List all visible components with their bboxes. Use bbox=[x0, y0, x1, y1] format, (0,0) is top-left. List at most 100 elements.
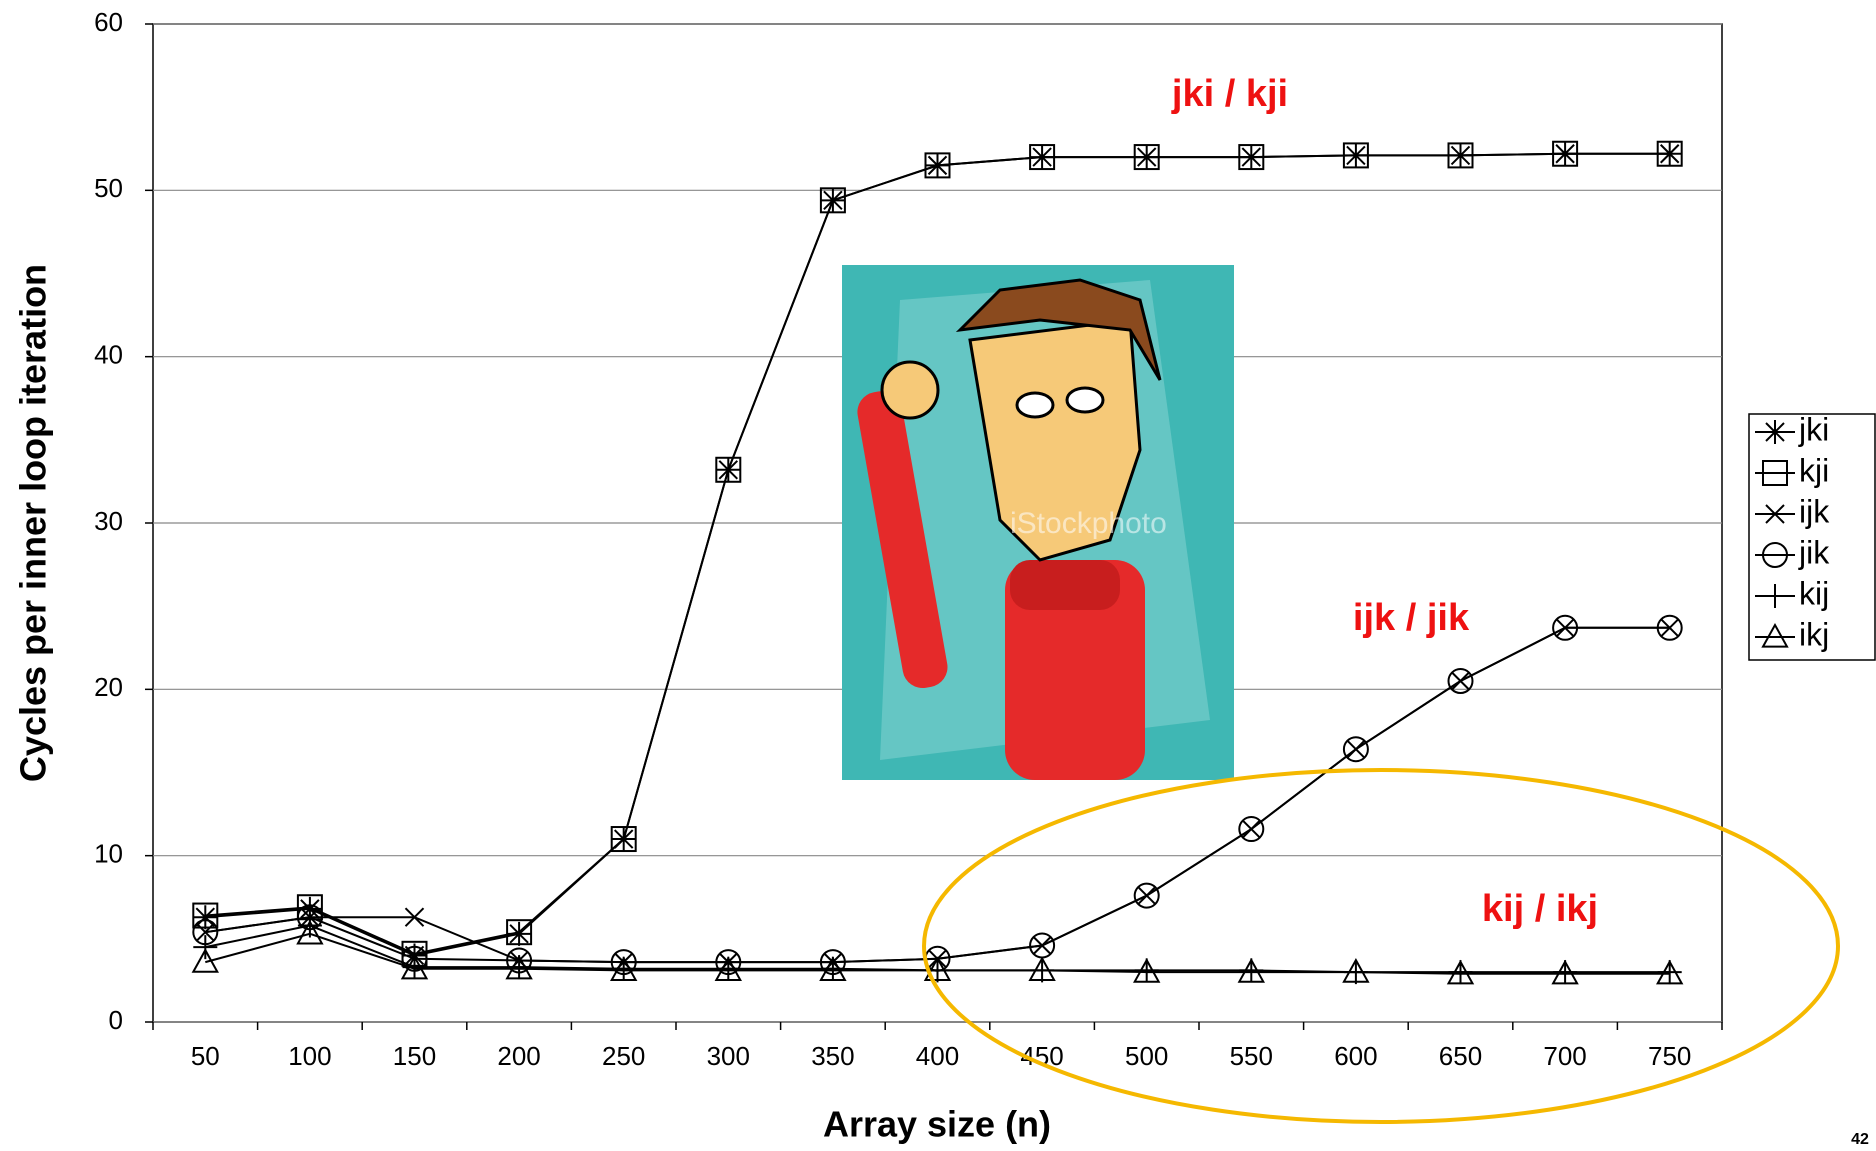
marker bbox=[297, 896, 322, 921]
marker bbox=[1133, 958, 1161, 983]
x-tick-label: 600 bbox=[1334, 1041, 1377, 1071]
marker bbox=[611, 956, 636, 981]
marker bbox=[1551, 959, 1579, 985]
x-tick-label: 200 bbox=[497, 1041, 540, 1071]
x-tick-label: 150 bbox=[393, 1041, 436, 1071]
marker bbox=[1659, 618, 1680, 638]
highlight-ellipse bbox=[922, 768, 1840, 1124]
x-tick-label: 750 bbox=[1648, 1041, 1691, 1071]
marker bbox=[506, 919, 533, 946]
y-tick-label: 50 bbox=[94, 173, 123, 203]
marker bbox=[714, 956, 742, 982]
marker bbox=[505, 954, 533, 980]
marker bbox=[191, 948, 219, 973]
legend-entries: jki kji ijk jik kij ikj bbox=[1755, 411, 1830, 652]
x-tick-label: 500 bbox=[1125, 1041, 1168, 1071]
marker bbox=[297, 913, 322, 938]
marker bbox=[404, 907, 425, 927]
marker bbox=[1447, 142, 1474, 169]
marker bbox=[1342, 736, 1369, 763]
marker bbox=[819, 187, 846, 214]
marker bbox=[1763, 584, 1787, 608]
marker bbox=[1553, 141, 1578, 166]
marker bbox=[1553, 960, 1578, 985]
y-tick-label: 0 bbox=[109, 1005, 123, 1035]
cartoon-eye bbox=[1015, 391, 1055, 419]
x-tick-label: 300 bbox=[707, 1041, 750, 1071]
marker bbox=[1343, 143, 1368, 168]
x-tick-label: 550 bbox=[1230, 1041, 1273, 1071]
marker bbox=[610, 956, 638, 982]
marker bbox=[1762, 542, 1788, 568]
annotation: kij / ikj bbox=[1482, 888, 1598, 930]
marker bbox=[192, 902, 219, 929]
marker bbox=[610, 826, 637, 853]
marker bbox=[1446, 959, 1475, 985]
marker bbox=[1028, 956, 1056, 982]
marker bbox=[507, 955, 532, 980]
marker bbox=[820, 188, 845, 213]
marker bbox=[1765, 504, 1785, 524]
y-tick-label: 30 bbox=[94, 506, 123, 536]
marker bbox=[1136, 885, 1157, 906]
marker bbox=[715, 456, 742, 483]
marker bbox=[1133, 882, 1160, 909]
cartoon-hair bbox=[955, 278, 1162, 381]
marker bbox=[1656, 614, 1683, 641]
marker bbox=[1239, 958, 1264, 983]
legend-label: jki bbox=[1798, 411, 1829, 447]
x-axis-title: Array size (n) bbox=[823, 1104, 1051, 1145]
cartoon: iStockphoto bbox=[842, 265, 1234, 780]
legend-label: kji bbox=[1799, 452, 1829, 488]
y-tick-label: 10 bbox=[94, 839, 123, 869]
x-tick-label: 700 bbox=[1543, 1041, 1586, 1071]
marker bbox=[924, 152, 951, 179]
marker bbox=[1134, 958, 1159, 983]
x-tick-label: 650 bbox=[1439, 1041, 1482, 1071]
marker bbox=[925, 153, 950, 178]
marker bbox=[1763, 420, 1787, 444]
y-tick-label: 40 bbox=[94, 340, 123, 370]
watermark: iStockphoto bbox=[1010, 507, 1167, 540]
legend-label: jik bbox=[1798, 534, 1830, 570]
marker bbox=[402, 955, 427, 980]
marker bbox=[193, 905, 218, 930]
legend bbox=[1748, 413, 1876, 661]
marker bbox=[1448, 143, 1473, 168]
cartoon-arm bbox=[857, 391, 948, 689]
marker bbox=[1657, 141, 1682, 166]
marker bbox=[1134, 145, 1159, 170]
marker bbox=[819, 956, 847, 982]
y-tick-label: 20 bbox=[94, 672, 123, 702]
marker bbox=[1342, 958, 1370, 983]
marker bbox=[923, 956, 952, 982]
marker bbox=[1032, 935, 1052, 956]
marker bbox=[1237, 958, 1265, 983]
marker bbox=[1343, 960, 1368, 985]
marker bbox=[193, 935, 218, 960]
x-tick-label: 250 bbox=[602, 1041, 645, 1071]
legend-label: ikj bbox=[1799, 616, 1829, 652]
markers bbox=[191, 140, 1684, 985]
x-tick-label: 100 bbox=[288, 1041, 331, 1071]
legend-label: ijk bbox=[1799, 493, 1830, 529]
marker bbox=[716, 956, 741, 981]
marker bbox=[1239, 145, 1264, 170]
marker bbox=[1241, 819, 1262, 839]
marker bbox=[507, 921, 532, 946]
x-tick-label: 350 bbox=[811, 1041, 854, 1071]
y-axis-title: Cycles per inner loop iteration bbox=[13, 264, 54, 782]
marker bbox=[716, 457, 741, 482]
marker bbox=[400, 954, 429, 980]
marker bbox=[1761, 622, 1789, 648]
x-tick-label: 50 bbox=[191, 1041, 220, 1071]
marker bbox=[1552, 614, 1579, 641]
marker bbox=[1346, 739, 1366, 759]
marker bbox=[1762, 460, 1788, 486]
cartoon-eye bbox=[1065, 386, 1105, 414]
cartoon-body bbox=[1005, 560, 1145, 780]
marker bbox=[1238, 144, 1265, 171]
marker bbox=[1450, 671, 1471, 691]
cartoon-collar bbox=[1010, 560, 1120, 610]
